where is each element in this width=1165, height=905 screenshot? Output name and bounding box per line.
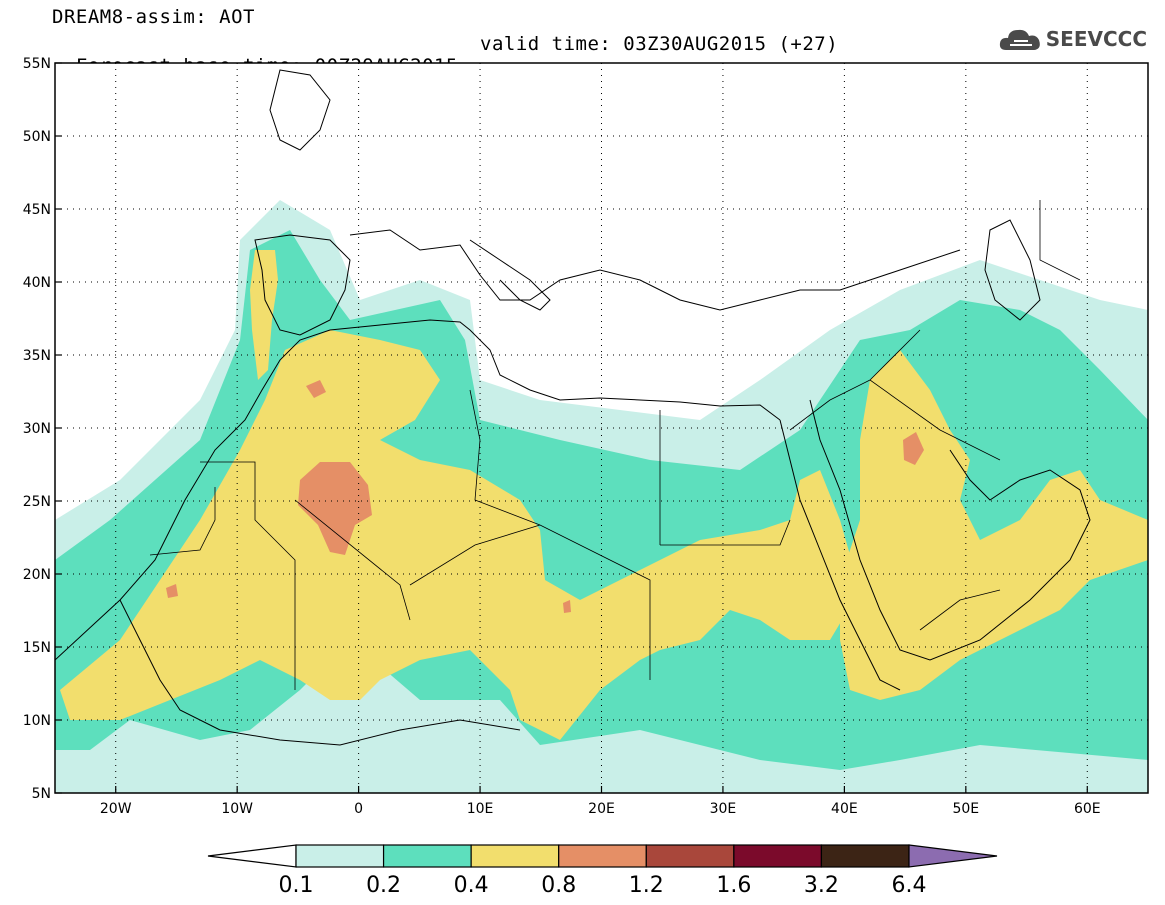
- colorbar-tick-labels: 0.1 0.2 0.4 0.8 1.2 1.6 3.2 6.4: [279, 873, 927, 898]
- colorbar-low-arrow: [207, 844, 297, 868]
- aot-band-0.4-sahara: [60, 330, 860, 740]
- lon-label: 60E: [1074, 801, 1101, 817]
- colorbar-box: [820, 844, 910, 868]
- cloud-icon: [999, 29, 1040, 50]
- aot-band-0.8-sahara: [298, 462, 372, 555]
- logo-text: SEEVCCC: [1045, 27, 1147, 51]
- colorbar-box: [470, 844, 560, 868]
- colorbar-tick-label: 6.4: [892, 873, 927, 898]
- west-africa-coast: [119, 599, 521, 746]
- lon-label: 10W: [221, 801, 253, 817]
- colorbar-box: [382, 844, 472, 868]
- longitude-labels: 20W 10W 0 10E 20E 30E 40E 50E 60E: [100, 786, 1101, 817]
- colorbar-box: [645, 844, 735, 868]
- valid-time: valid time: 03Z30AUG2015 (+27): [480, 33, 839, 55]
- red-sea-coast: [779, 419, 901, 691]
- lat-label: 15N: [23, 640, 51, 656]
- lat-label: 30N: [23, 421, 51, 437]
- lat-label: 40N: [23, 275, 51, 291]
- italy-coast: [469, 239, 551, 311]
- model-title: DREAM8-assim: AOT: [52, 6, 255, 28]
- lat-label: 20N: [23, 567, 51, 583]
- colorbar-box: [733, 844, 823, 868]
- lon-label: 40E: [831, 801, 858, 817]
- lon-label: 0: [354, 801, 363, 817]
- aot-band-0.8-mesopotamia: [903, 432, 924, 465]
- colorbar-tick-label: 0.1: [279, 873, 314, 898]
- colorbar-tick-label: 0.4: [454, 873, 489, 898]
- colorbar-tick-label: 1.6: [716, 873, 751, 898]
- lat-label: 45N: [23, 202, 51, 218]
- north-africa-coast: [55, 319, 781, 661]
- lat-label: 35N: [23, 348, 51, 364]
- iberia-coast: [254, 234, 351, 336]
- country-borders: [149, 200, 1081, 690]
- coastlines: [55, 69, 1091, 746]
- europe-coast: [349, 229, 961, 311]
- colorbar-tick-label: 3.2: [804, 873, 839, 898]
- aot-band-0.8-atlas: [306, 380, 326, 398]
- lon-label: 30E: [710, 801, 737, 817]
- lon-label: 50E: [952, 801, 979, 817]
- lon-label: 20W: [100, 801, 132, 817]
- lat-label: 25N: [23, 494, 51, 510]
- colorbar-tick-label: 1.2: [629, 873, 664, 898]
- colorbar: 0.1 0.2 0.4 0.8 1.2 1.6 3.2 6.4: [207, 844, 998, 898]
- uk-coast: [269, 69, 331, 151]
- caspian-coast: [984, 219, 1041, 321]
- colorbar-boxes: [207, 844, 998, 868]
- arabia-coast: [809, 399, 1091, 661]
- lon-label: 20E: [588, 801, 615, 817]
- lat-label: 5N: [32, 786, 51, 802]
- colorbar-tick-label: 0.2: [366, 873, 401, 898]
- lat-label: 50N: [23, 129, 51, 145]
- seevccc-logo: SEEVCCC: [998, 26, 1147, 52]
- colorbar-tick-label: 0.8: [541, 873, 576, 898]
- aot-contours: [55, 200, 1148, 793]
- colorbar-box: [295, 844, 385, 868]
- latitude-labels: 55N 50N 45N 40N 35N 30N 25N 20N 15N 10N 5N: [23, 56, 62, 802]
- lat-label: 55N: [23, 56, 51, 72]
- lat-label: 10N: [23, 713, 51, 729]
- colorbar-box: [558, 844, 647, 868]
- colorbar-high-arrow: [908, 844, 998, 868]
- aot-band-0.8-chad: [563, 600, 571, 613]
- aot-band-0.8-mali: [166, 584, 178, 598]
- lat-lon-grid: [55, 63, 1148, 793]
- aot-map: 55N 50N 45N 40N 35N 30N 25N 20N 15N 10N 5N 20W 10W 0…: [23, 56, 1149, 817]
- border-lines: [149, 200, 1081, 690]
- lon-label: 10E: [467, 801, 494, 817]
